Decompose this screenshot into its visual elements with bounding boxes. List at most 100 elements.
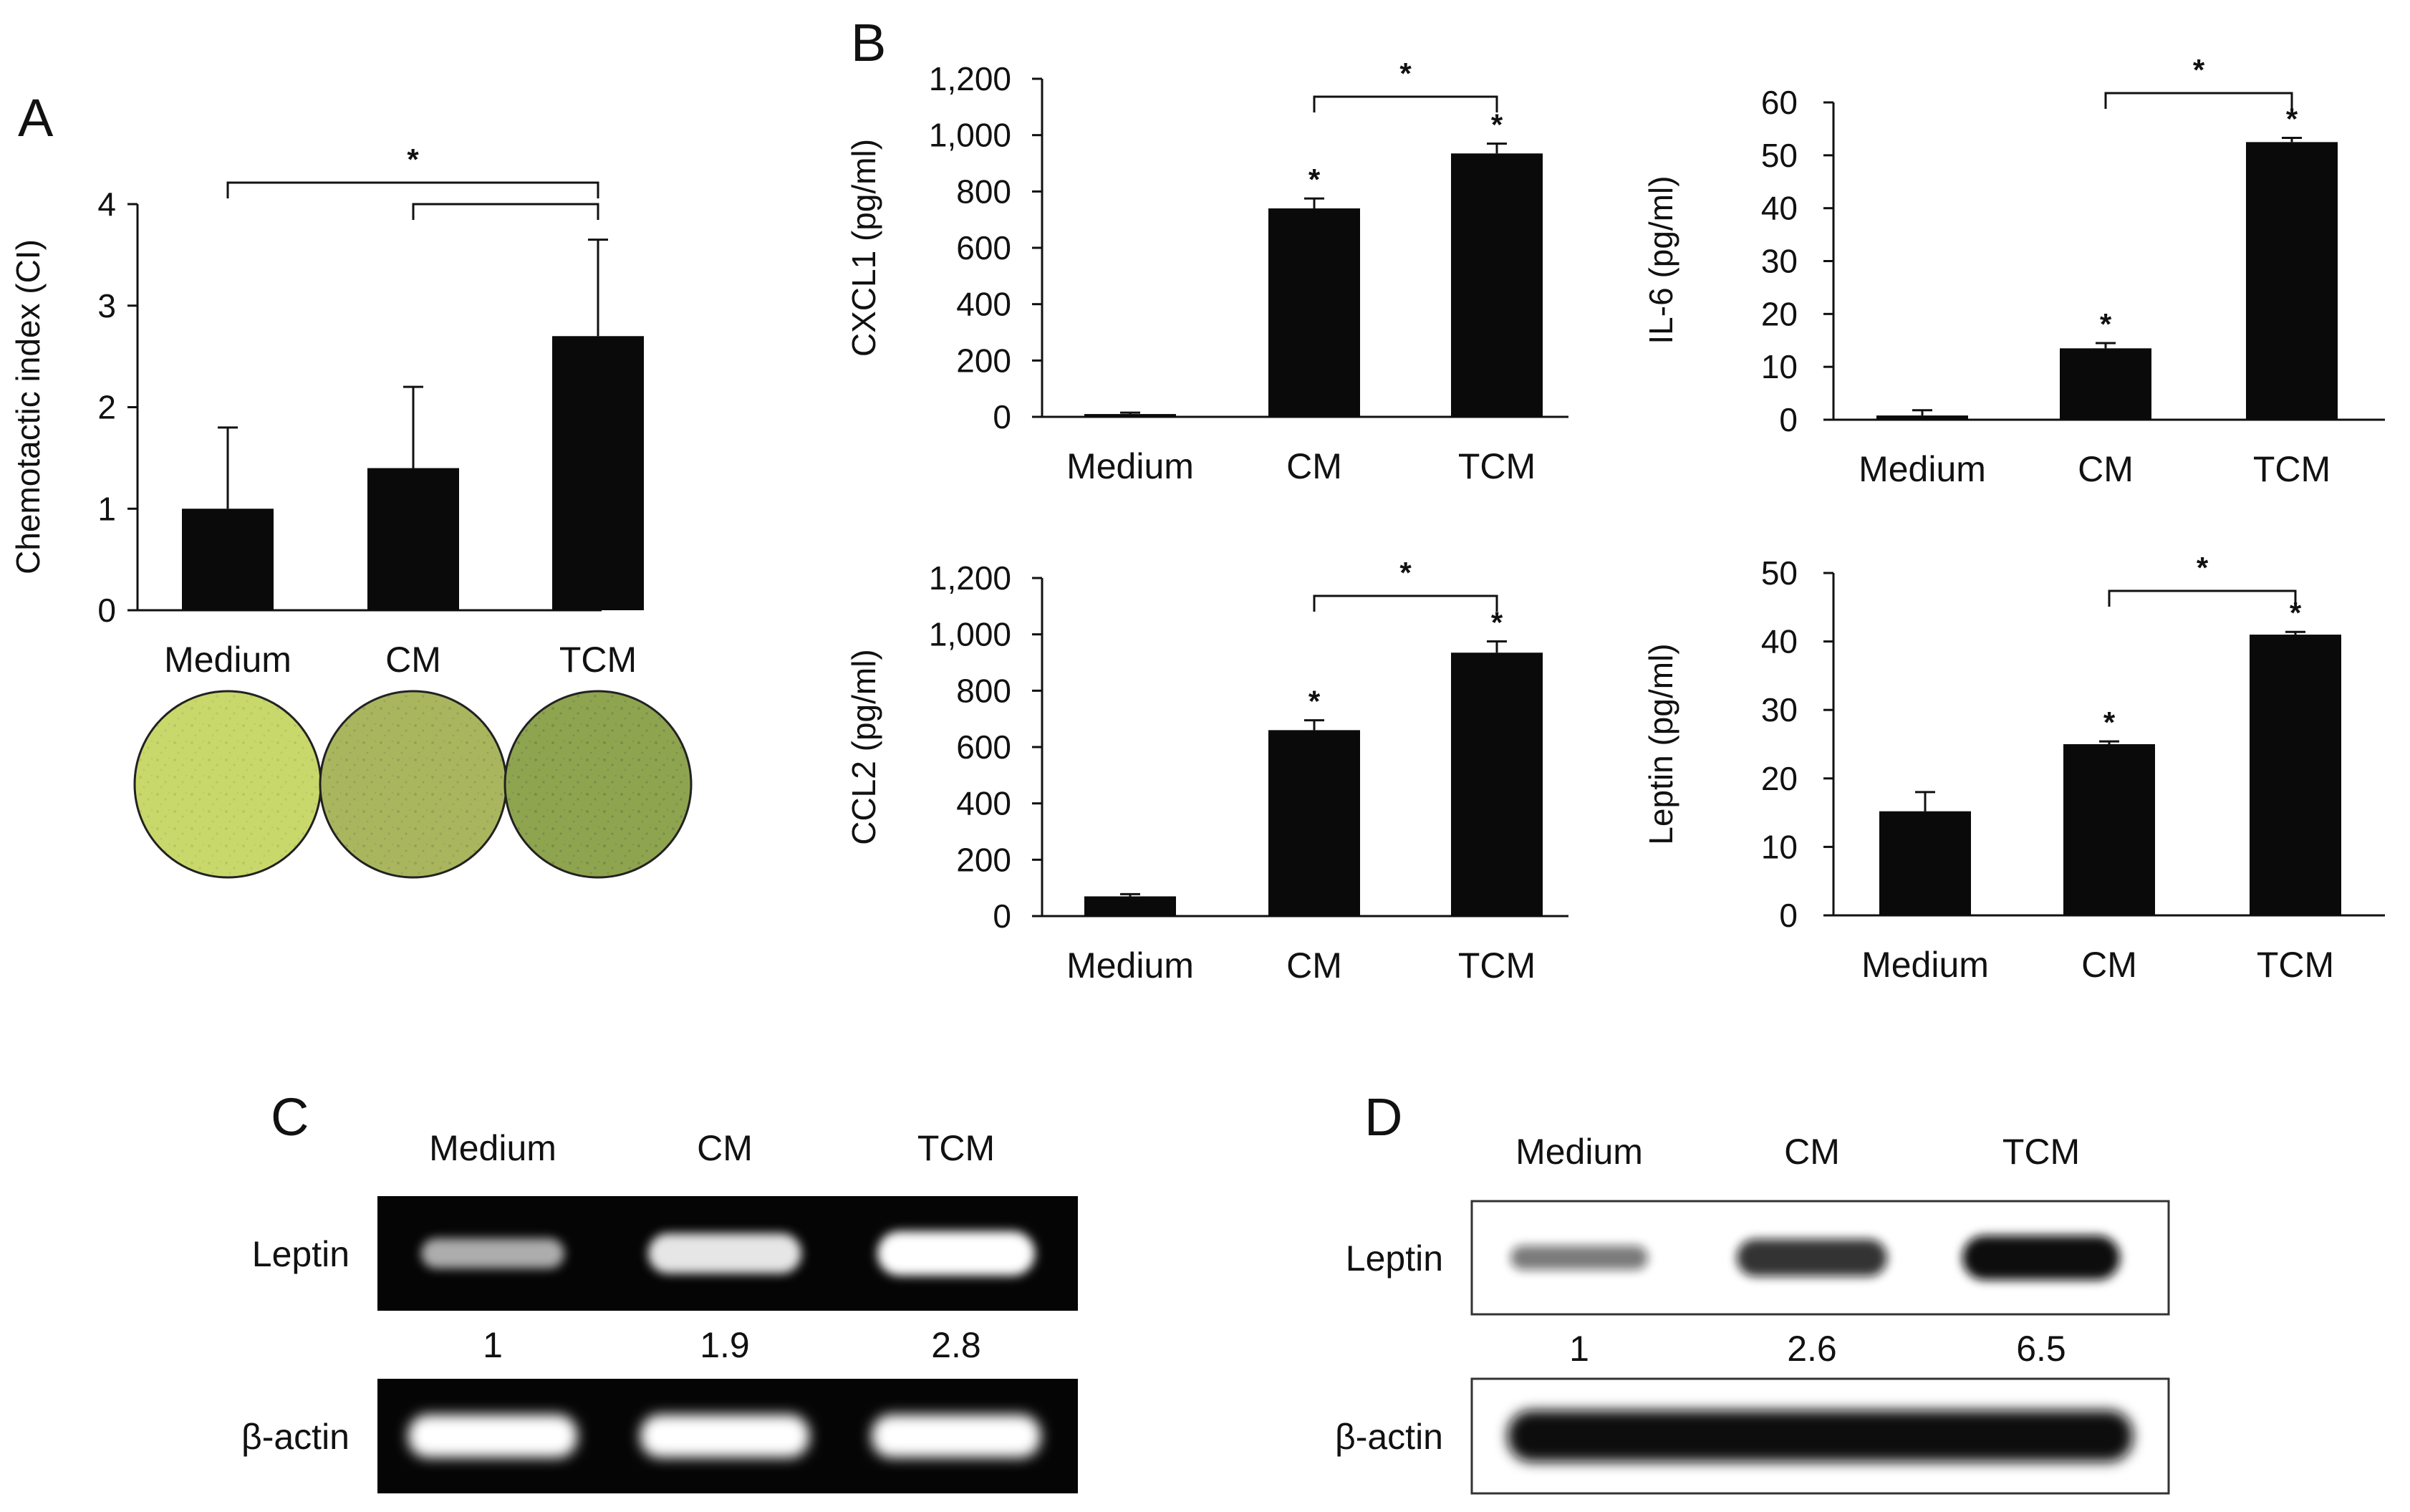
panel-label: D (1364, 1087, 1402, 1147)
row-label: β-actin (241, 1417, 350, 1457)
bar-cm (367, 468, 459, 610)
bracket-star: * (2193, 53, 2205, 87)
y-tick-label: 10 (1761, 828, 1798, 865)
y-axis-label: Leptin (pg/ml) (1642, 643, 1679, 844)
membrane-texture (322, 693, 505, 876)
lane-label: CM (697, 1128, 753, 1168)
lane-label: TCM (917, 1128, 995, 1168)
row-label: β-actin (1335, 1417, 1443, 1457)
transwell-images-layer (133, 690, 693, 879)
band-leptin (1737, 1239, 1887, 1276)
y-tick-label: 0 (1779, 401, 1798, 438)
band-actin (1508, 1410, 2133, 1462)
significance-bracket (2104, 92, 2293, 109)
y-axis-label: IL-6 (pg/ml) (1642, 175, 1679, 344)
y-tick-label: 400 (956, 785, 1011, 822)
panel-label: C (271, 1087, 309, 1147)
panel-label: B (851, 13, 886, 72)
y-tick-label: 800 (956, 173, 1011, 210)
category-label: TCM (1458, 446, 1536, 486)
lane-label: Medium (1515, 1132, 1643, 1172)
y-tick-label: 60 (1761, 84, 1798, 121)
significance-star: * (1491, 606, 1503, 640)
band-leptin (648, 1233, 801, 1273)
y-tick-label: 600 (956, 229, 1011, 266)
significance-star: * (1491, 107, 1503, 141)
membrane-texture (506, 693, 690, 876)
y-tick-label: 800 (956, 672, 1011, 709)
y-tick-label: 20 (1761, 295, 1798, 332)
y-tick-label: 20 (1761, 760, 1798, 797)
chart-b3: 0 200 400 600 800 1,000 1,200 CCL2 (pg/ml) Mediu… (845, 556, 1568, 986)
bar-tcm (2246, 142, 2338, 420)
y-tick-label: 30 (1761, 691, 1798, 728)
y-tick-label: 1 (97, 490, 116, 527)
row-label: Leptin (1346, 1238, 1443, 1279)
significance-star: * (2286, 102, 2298, 135)
y-tick-label: 0 (993, 897, 1011, 935)
bracket-star: * (2197, 551, 2209, 584)
bracket-star: * (1399, 57, 1412, 90)
significance-bracket (1313, 95, 1498, 112)
bracket-star: * (407, 143, 419, 176)
bar-cm (1268, 208, 1360, 417)
chart-b4: 0 10 20 30 40 50 Leptin (pg/ml) Medium CM * TCM * * (1642, 551, 2385, 985)
y-tick-label: 2 (97, 389, 116, 426)
lane-label: Medium (429, 1128, 556, 1168)
row-label: Leptin (252, 1234, 350, 1274)
y-tick-label: 50 (1761, 137, 1798, 174)
significance-bracket (412, 203, 599, 220)
category-label: CM (2078, 449, 2134, 489)
bar-tcm (1451, 153, 1543, 417)
category-label: Medium (1859, 449, 1986, 489)
category-label: TCM (2257, 945, 2334, 985)
bar-cm (1268, 730, 1360, 916)
significance-bracket (226, 181, 599, 198)
bar-medium (1084, 414, 1176, 417)
y-tick-label: 400 (956, 286, 1011, 323)
y-tick-label: 0 (1779, 897, 1798, 934)
category-label: CM (385, 640, 441, 680)
y-tick-label: 1,200 (929, 60, 1011, 97)
lane-label: CM (1784, 1132, 1840, 1172)
bar-tcm (2250, 635, 2341, 915)
category-label: TCM (2253, 449, 2331, 489)
chart-a: 0 1 2 3 4 Chemotactic index (CI) Medium CM TCM * A (9, 88, 644, 680)
y-tick-label: 3 (97, 287, 116, 324)
significance-star: * (2290, 596, 2302, 630)
band-leptin (1510, 1246, 1648, 1270)
category-label: Medium (1066, 446, 1194, 486)
y-tick-label: 1,000 (929, 117, 1011, 154)
bar-tcm (1451, 653, 1543, 916)
y-tick-label: 30 (1761, 243, 1798, 280)
gels-layer: C Medium 1 CM 1.9 TCM 2.8 Leptin β-actin D Medium 1… (241, 1087, 2170, 1495)
bar-medium (1084, 896, 1176, 916)
y-tick-label: 4 (97, 186, 116, 223)
y-tick-label: 200 (956, 342, 1011, 379)
band-ratio: 1.9 (700, 1325, 750, 1365)
transwell-image-cm (319, 690, 508, 879)
band-actin (872, 1415, 1041, 1458)
band-leptin (421, 1238, 564, 1268)
significance-bracket (2108, 589, 2297, 607)
gel-panel-d: D Medium 1 CM 2.6 TCM 6.5 Leptin β-actin (1335, 1087, 2170, 1495)
chart-b1: 0 200 400 600 800 1,000 1,200 CXCL1 (pg/ml) Medi… (845, 13, 1568, 486)
category-label: CM (1286, 446, 1342, 486)
y-tick-label: 200 (956, 841, 1011, 878)
band-leptin (877, 1231, 1035, 1276)
significance-star: * (1308, 163, 1321, 196)
band-ratio: 1 (483, 1325, 503, 1365)
category-label: Medium (1861, 945, 1989, 985)
y-tick-label: 0 (993, 398, 1011, 435)
y-axis-label: CXCL1 (pg/ml) (845, 139, 882, 357)
category-label: Medium (164, 640, 291, 680)
category-label: CM (2081, 945, 2137, 985)
membrane-texture (136, 693, 319, 876)
bar-medium (1876, 415, 1968, 420)
y-axis-label: CCL2 (pg/ml) (845, 649, 882, 845)
category-label: TCM (559, 640, 637, 680)
band-ratio: 2.8 (931, 1325, 981, 1365)
band-actin (640, 1415, 809, 1458)
y-tick-label: 1,200 (929, 559, 1011, 597)
